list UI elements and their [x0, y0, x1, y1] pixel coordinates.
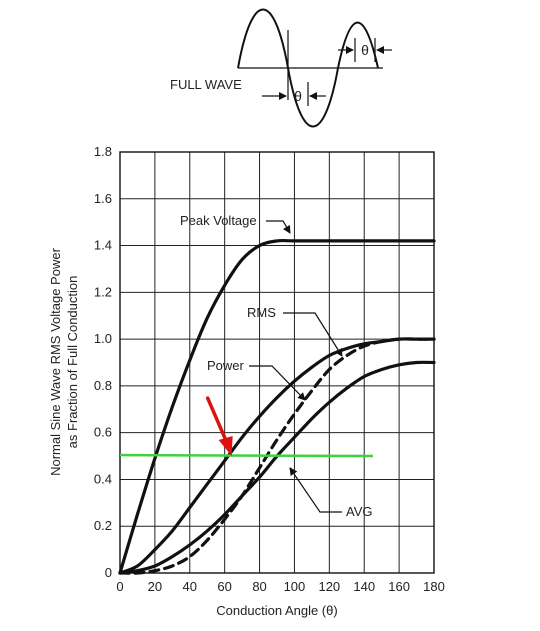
callout-pointer-peak-voltage [266, 220, 291, 234]
x-tick-label: 60 [217, 579, 231, 594]
marker-arrow-shaft [205, 396, 229, 444]
y-axis-title: Normal Sine Wave RMS Voltage Power as Fr… [48, 247, 80, 476]
y-tick-label: 1.6 [94, 191, 112, 206]
series-label-avg: AVG [346, 504, 373, 519]
x-tick-label: 140 [353, 579, 375, 594]
series-label-power: Power [207, 358, 245, 373]
tick-labels: 0 20 40 60 80 100 120 140 160 180 0 0.2 0.4 0.6 0.8 1.0… [94, 144, 445, 594]
plot-frame [119, 151, 435, 574]
callout-pointer-avg [289, 467, 342, 513]
y-tick-label: 1.8 [94, 144, 112, 159]
series-callouts: Peak Voltage RMS Power AVG [180, 213, 373, 519]
y-tick-label: 0.2 [94, 518, 112, 533]
series-label-rms: RMS [247, 305, 276, 320]
y-axis-title-line-1: Normal Sine Wave RMS Voltage Power [48, 247, 63, 476]
series-label-peak-voltage: Peak Voltage [180, 213, 257, 228]
x-tick-label: 40 [183, 579, 197, 594]
x-tick-label: 160 [388, 579, 410, 594]
x-tick-label: 100 [284, 579, 306, 594]
series-line-avg [118, 360, 436, 575]
overlays [119, 396, 373, 458]
y-tick-label: 1.2 [94, 284, 112, 299]
inset-theta-label: θ [294, 88, 302, 104]
inset-sine-wave [237, 8, 379, 128]
x-tick-label: 20 [148, 579, 162, 594]
reference-line-green [119, 453, 373, 458]
series-line-power [118, 337, 436, 575]
inset-label-full-wave: FULL WAVE [170, 77, 242, 92]
y-tick-label: 0.4 [94, 471, 112, 486]
callout-pointer-rms [283, 312, 343, 357]
x-tick-label: 120 [318, 579, 340, 594]
inset-theta-label: θ [361, 42, 369, 58]
y-tick-label: 0.8 [94, 378, 112, 393]
series [118, 238, 436, 575]
y-tick-label: 0.6 [94, 425, 112, 440]
y-tick-label: 1.4 [94, 238, 112, 253]
y-tick-label: 0 [105, 565, 112, 580]
x-axis-title: Conduction Angle (θ) [216, 603, 337, 618]
callout-pointer-power [249, 365, 306, 401]
inset-diagram: θ θ FULL WAVE [170, 8, 392, 128]
y-axis-title-line-2: as Fraction of Full Conduction [65, 276, 80, 449]
marker-arrow-head [218, 436, 233, 457]
x-tick-label: 180 [423, 579, 445, 594]
x-tick-label: 80 [252, 579, 266, 594]
y-tick-label: 1.0 [94, 331, 112, 346]
grid [119, 151, 435, 574]
series-line-peak-voltage [118, 238, 436, 575]
x-tick-label: 0 [116, 579, 123, 594]
